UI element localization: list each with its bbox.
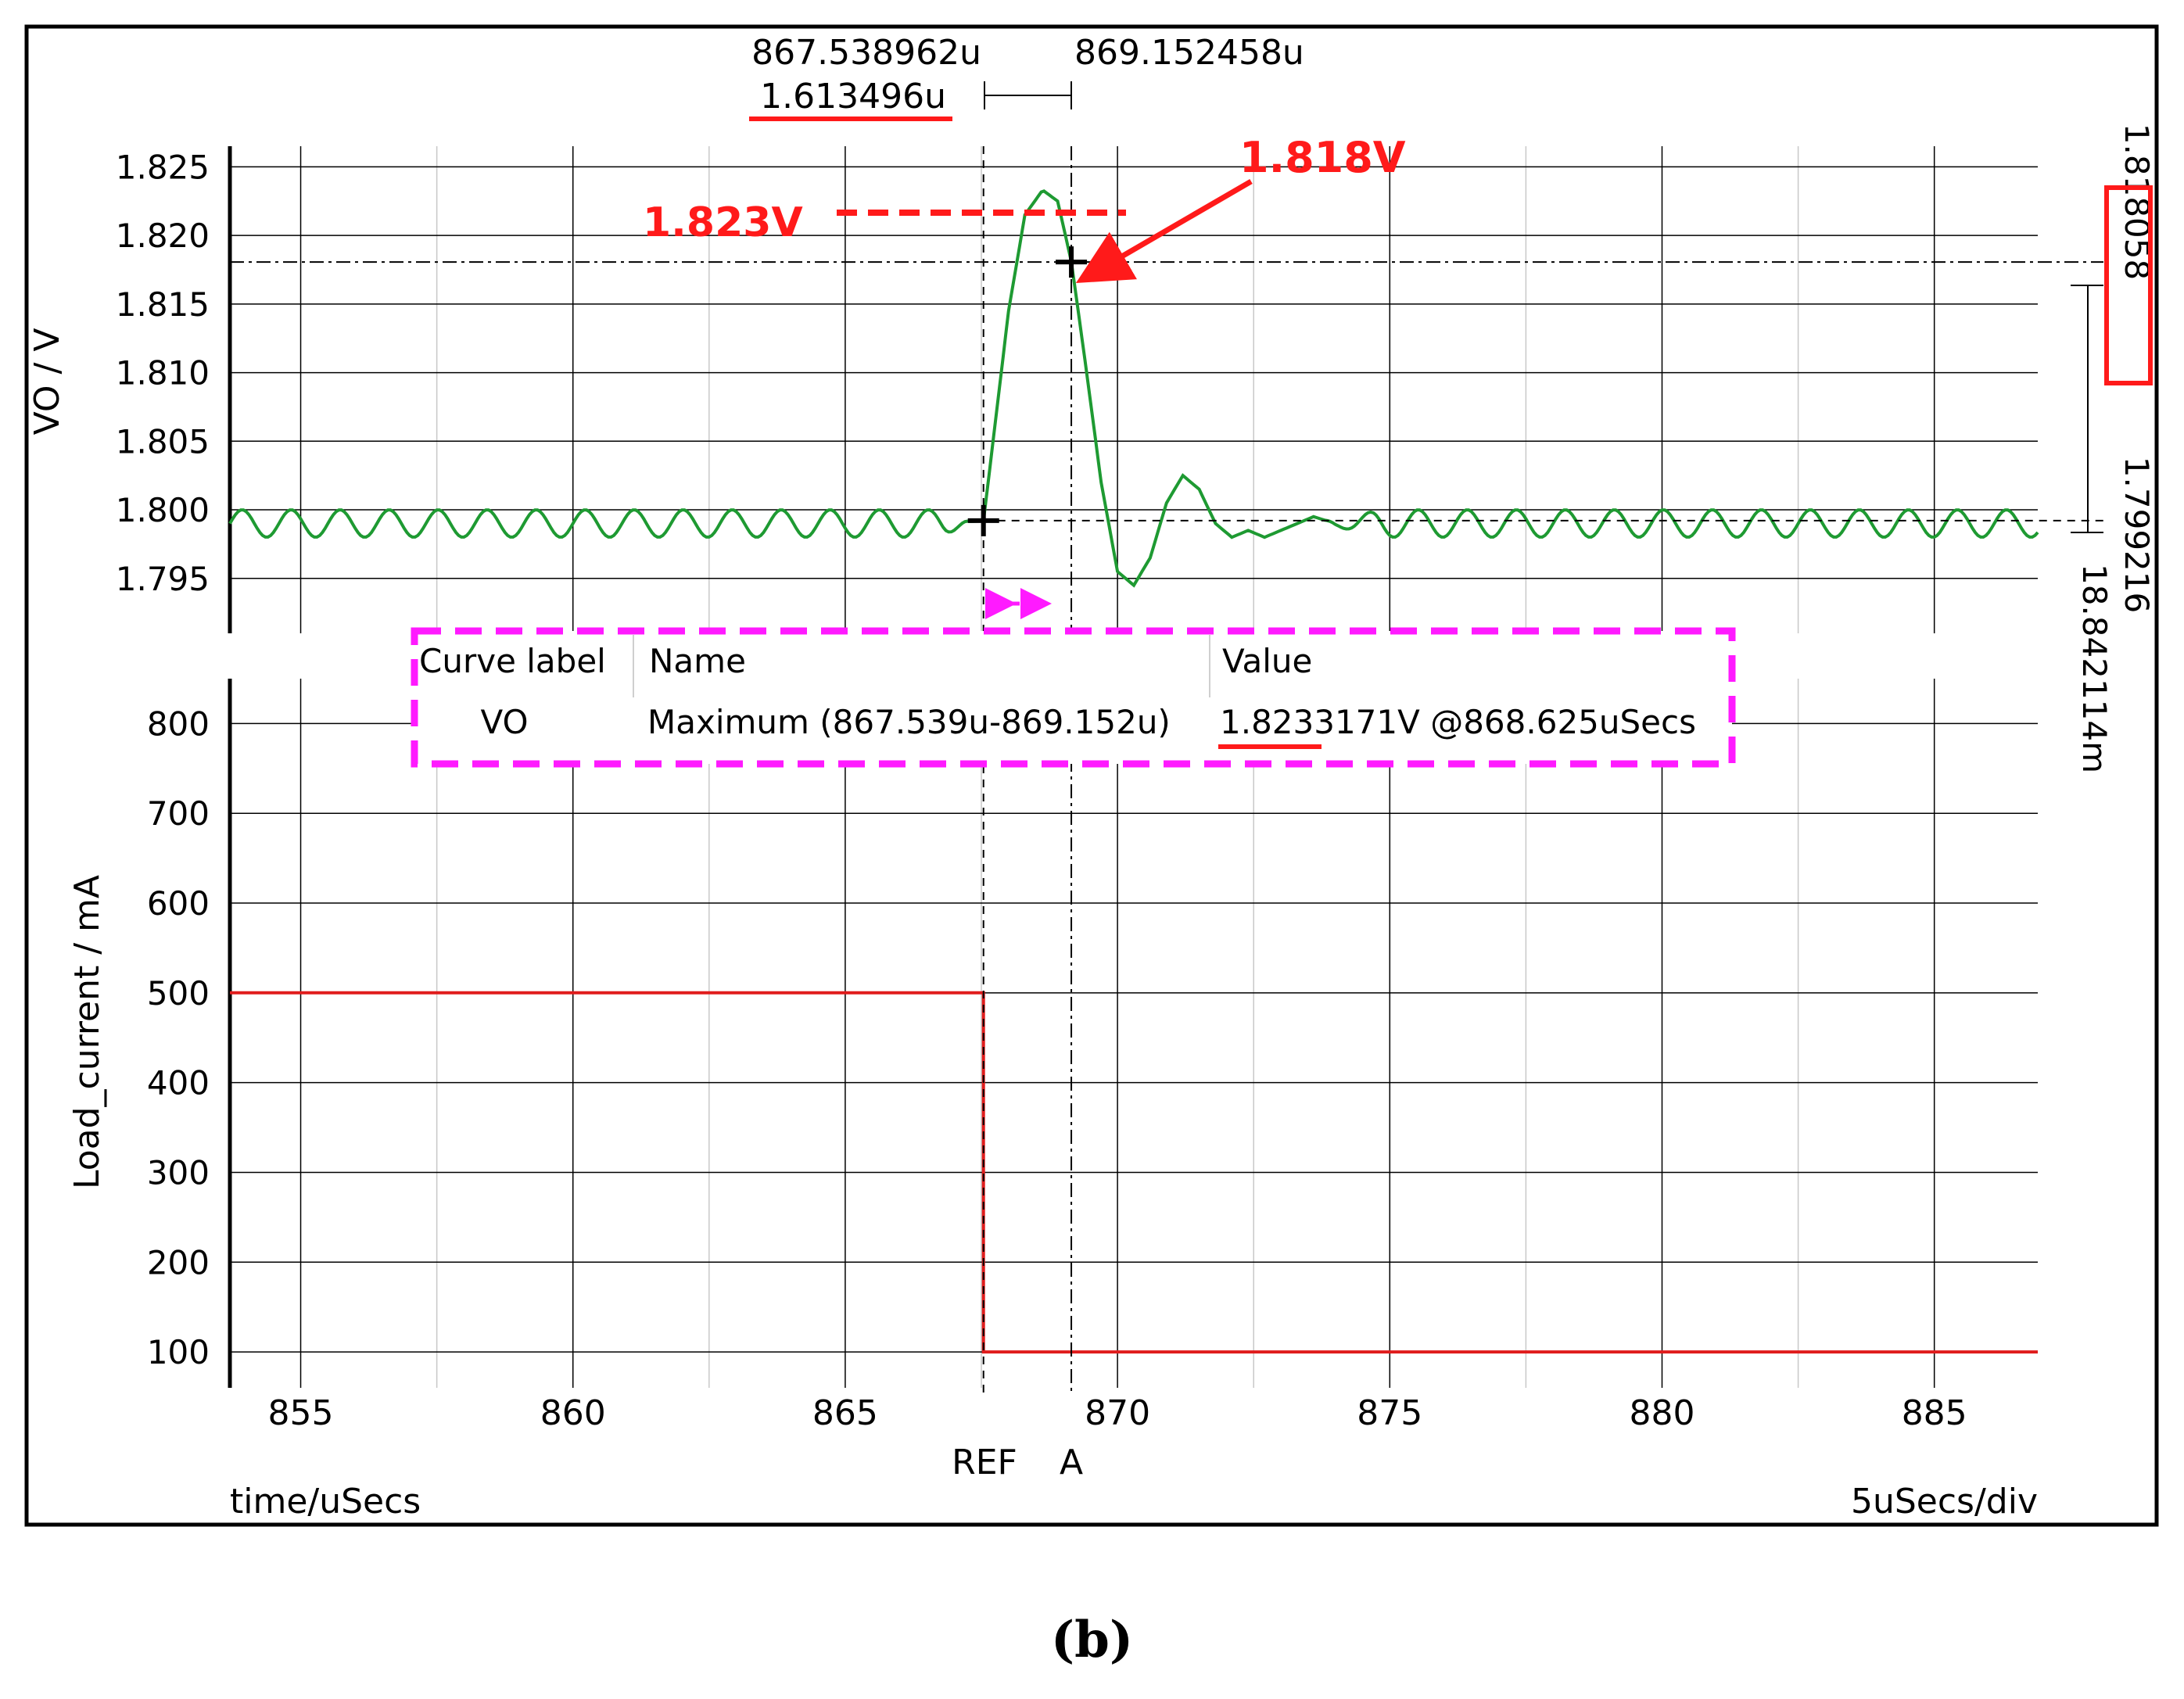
x-tick-label: 880 <box>1630 1393 1695 1433</box>
figure-caption: (b) <box>1050 1611 1134 1669</box>
ref-cursor-crosshair <box>967 504 999 536</box>
a-cursor-label: A <box>1060 1443 1083 1482</box>
traces <box>228 189 2039 1354</box>
delta-time-readout: 1.613496u <box>760 77 946 116</box>
load-current-trace <box>230 991 2038 1354</box>
load-y-tick-label: 300 <box>147 1153 210 1192</box>
table-header-value: Value <box>1222 642 1312 680</box>
chart-svg: 1.825 1.820 1.815 1.810 1.805 1.800 1.795 800 70… <box>24 24 2159 1527</box>
load-y-tick-label: 700 <box>147 794 210 833</box>
x-tick-label: 870 <box>1085 1393 1150 1433</box>
a-cursor-crosshair <box>1056 246 1088 278</box>
vo-y-tick-label: 1.820 <box>116 217 210 255</box>
table-cell-curve: VO <box>480 703 528 741</box>
table-cell-name: Maximum (867.539u-869.152u) <box>647 703 1171 741</box>
cursor-annotation-label: 1.818V <box>1239 133 1406 182</box>
delta-value-readout: 18.842114m <box>2075 564 2114 773</box>
peak-annotation-label: 1.823V <box>643 199 803 246</box>
ref-cursor-label: REF <box>952 1443 1017 1482</box>
x-tick-label: 855 <box>268 1393 334 1433</box>
vo-y-tick-label: 1.805 <box>116 422 210 461</box>
a-value-highlight-box <box>2104 185 2153 385</box>
load-axis-title: Load_current / mA <box>67 875 107 1189</box>
outer-frame <box>24 24 2159 1527</box>
table-header-curve-label: Curve label <box>419 642 606 680</box>
vo-trace <box>228 189 2039 588</box>
tick-labels: 1.825 1.820 1.815 1.810 1.805 1.800 1.795 800 70… <box>116 148 1967 1433</box>
load-y-tick-label: 400 <box>147 1064 210 1102</box>
vo-y-tick-label: 1.800 <box>116 491 210 529</box>
vo-y-tick-label: 1.795 <box>116 560 210 598</box>
x-tick-label: 875 <box>1357 1393 1422 1433</box>
load-y-tick-label: 500 <box>147 974 210 1013</box>
cursor-annotation-arrow <box>1075 178 1253 284</box>
x-scale-label: 5uSecs/div <box>1851 1482 2038 1522</box>
x-axis-title: time/uSecs <box>230 1482 421 1522</box>
x-tick-label: 860 <box>540 1393 606 1433</box>
load-y-tick-label: 600 <box>147 884 210 923</box>
delta-value-bracket <box>2071 285 2103 533</box>
measurement-table-highlight <box>411 627 1736 768</box>
ref-time-readout: 867.538962u <box>751 33 981 73</box>
load-y-tick-label: 200 <box>147 1243 210 1281</box>
vo-axis-title: VO / V <box>27 328 67 436</box>
cursors <box>230 146 2103 1396</box>
a-time-readout: 869.152458u <box>1074 33 1304 73</box>
table-cell-value: 1.8233171V @868.625uSecs <box>1220 703 1696 741</box>
delta-time-bracket <box>984 81 1072 109</box>
vo-y-tick-label: 1.825 <box>116 148 210 186</box>
load-y-tick-label: 800 <box>147 704 210 743</box>
vo-y-tick-label: 1.810 <box>116 354 210 392</box>
load-y-tick-label: 100 <box>147 1333 210 1371</box>
ref-value-readout: 1.799216 <box>2118 457 2156 613</box>
measurement-table: Curve label Name Value VO Maximum (867.5… <box>411 627 1736 768</box>
vo-y-tick-label: 1.815 <box>116 285 210 324</box>
x-tick-label: 865 <box>812 1393 878 1433</box>
table-header-name: Name <box>649 642 746 680</box>
measurement-table-bg <box>414 631 1732 764</box>
x-tick-label: 885 <box>1902 1393 1967 1433</box>
